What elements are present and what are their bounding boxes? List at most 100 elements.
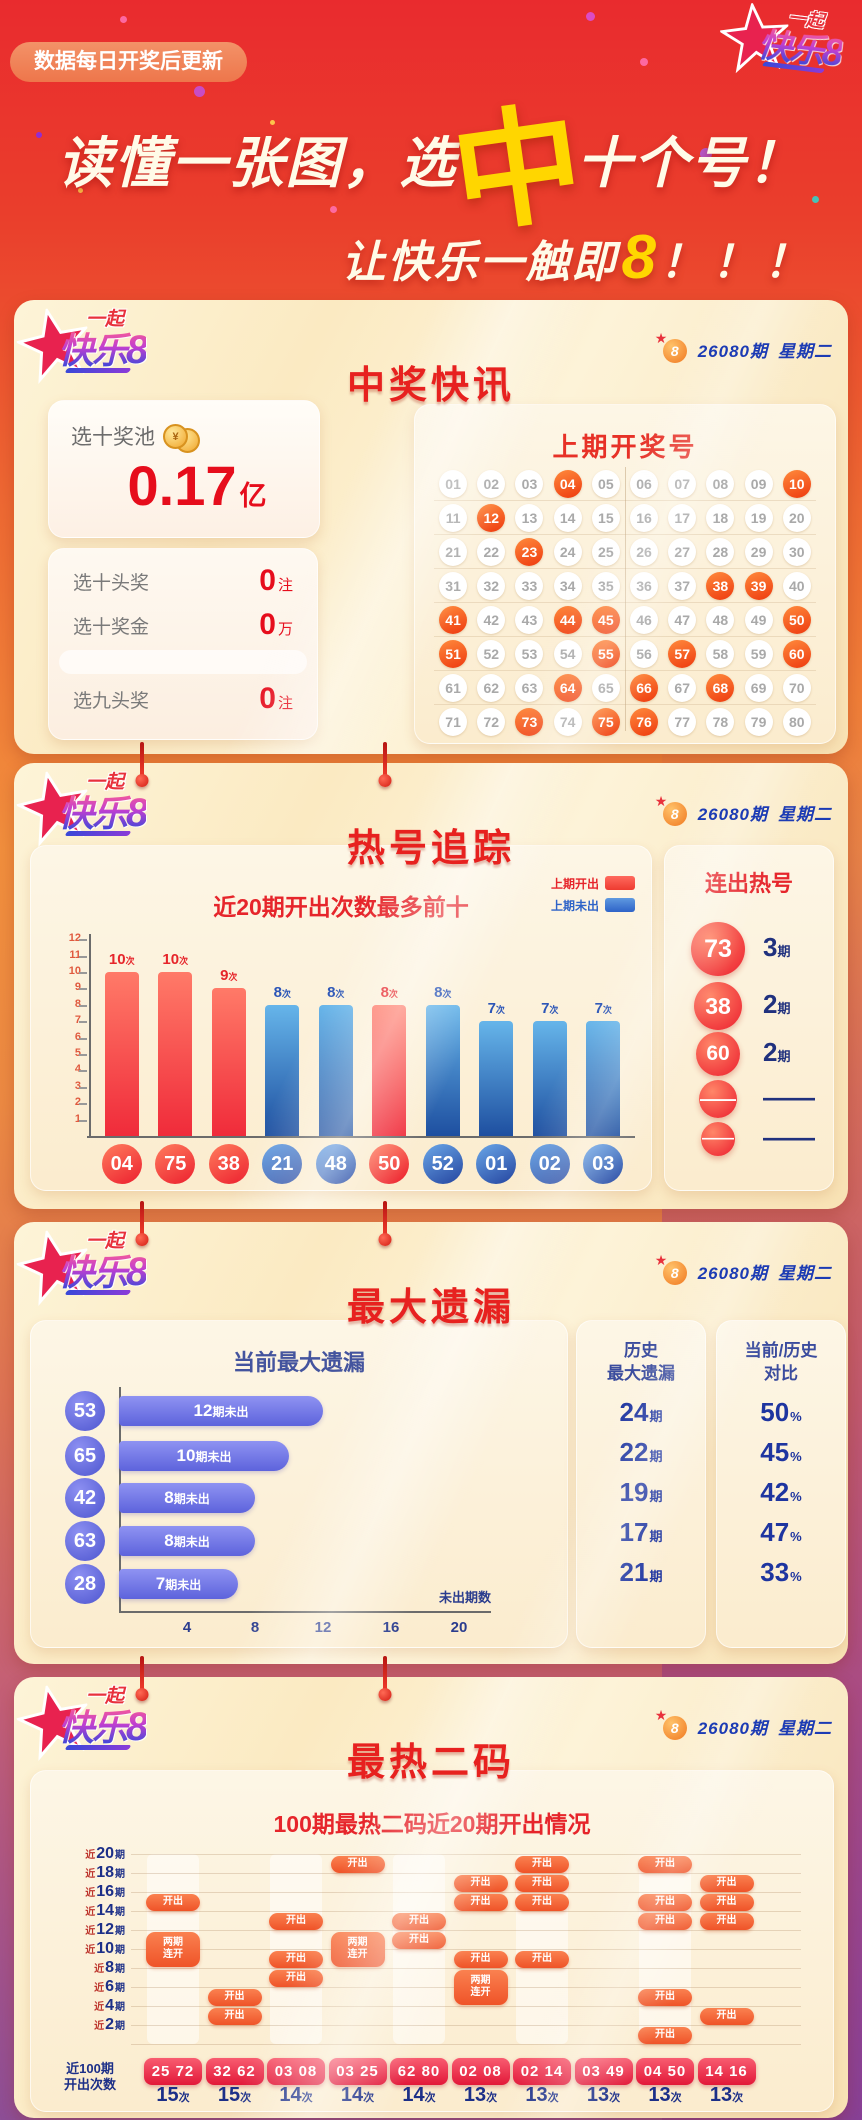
number-ball: 25 <box>591 537 620 566</box>
number-ball: 16 <box>630 503 659 532</box>
double-open-line2: 连开 <box>470 1987 491 1998</box>
number-ball: 40 <box>782 571 811 600</box>
row-label-suffix: 期 <box>115 2002 125 2013</box>
number-ball: 52 <box>477 639 506 668</box>
number-ball: 78 <box>706 707 735 736</box>
bar-value-number: 7 <box>541 1000 550 1018</box>
kuaile8-logo: 一起 快乐8 <box>14 304 172 394</box>
jackpot-panel: 选十奖池 ¥ 0.17 亿 <box>48 400 320 538</box>
ratio-value: 45% <box>717 1437 845 1477</box>
bar-value-label: 10次 <box>95 951 149 969</box>
row-label-prefix: 近 <box>85 1926 96 1937</box>
grid-row-label: 近4期 <box>55 1997 125 2015</box>
open-pill: 开出 <box>638 1988 692 2006</box>
stat-value-unit: 注 <box>277 577 293 594</box>
subline-text: 让快乐一触即 <box>341 237 618 287</box>
bar-value-label: 7次 <box>469 1000 523 1018</box>
drawn-number-ball: 12 <box>477 503 506 532</box>
streak-period-number: 2 <box>763 989 778 1019</box>
bar-value-label: 7次 <box>523 1000 577 1018</box>
section-max-omission: 一起 快乐8 最大遗漏 ★ 8 26080期 星期二 当前最大遗漏 未出期数 53 1… <box>14 1222 848 1664</box>
hot-pair-grid: 近20期 近18期 近16期 近14期 近12期 近10期 近8期 近6期 近4期 近2期 开出 两期… <box>31 1771 833 2111</box>
number-ball: 80 <box>782 707 811 736</box>
open-pill: 开出 <box>146 1893 200 1911</box>
number-ball: 65 <box>591 673 620 702</box>
star-icon <box>717 1 791 74</box>
y-axis-tick <box>79 988 87 991</box>
drawn-number-ball: 23 <box>515 537 544 566</box>
open-pill: 开出 <box>638 1912 692 1930</box>
legend-swatch-blue <box>605 898 635 912</box>
streak-period-unit: 期 <box>777 1049 791 1064</box>
period-text: 26080期 星期二 <box>697 1718 832 1738</box>
stat-value-number: 0 <box>259 564 276 597</box>
streak-period-label: —— <box>763 1122 815 1153</box>
stat-value-unit: 万 <box>277 621 293 638</box>
history-value-unit: 期 <box>649 1449 663 1464</box>
double-open-pill: 两期 连开 <box>146 1931 200 1967</box>
headline-text: 读懂一张图，选 <box>57 132 457 194</box>
draw-number-grid: 01 02 03 04 05 06 07 08 09 10 11 12 13 14 15 16 17 18 19 20… <box>434 467 816 738</box>
confetti-dot <box>812 196 819 203</box>
jackpot-value: 0.17 亿 <box>127 454 267 517</box>
row-label-suffix: 期 <box>115 1850 125 1861</box>
pair-count-unit: 次 <box>670 2092 682 2104</box>
gold-coins-icon: ¥ <box>163 424 200 453</box>
number-ball: 72 <box>477 707 506 736</box>
pair-count: 13次 <box>569 2084 639 2107</box>
bar-value-unit: 次 <box>602 1005 612 1016</box>
bar-value-unit: 次 <box>495 1005 505 1016</box>
number-ball: 11 <box>439 503 468 532</box>
number-ball: 59 <box>744 639 773 668</box>
y-axis-tick <box>79 1086 87 1089</box>
history-value-number: 22 <box>619 1437 649 1467</box>
grid-line <box>131 2044 801 2045</box>
bar-value-label: 9次 <box>202 967 256 985</box>
row-label-number: 10 <box>96 1940 114 1957</box>
row-label-number: 14 <box>96 1902 114 1919</box>
pair-count: 13次 <box>507 2084 577 2107</box>
row-label-prefix: 近 <box>85 1869 96 1880</box>
frequency-bar <box>104 972 139 1136</box>
grid-row-label: 近16期 <box>55 1883 125 1901</box>
number-ball: 36 <box>630 571 659 600</box>
pair-count-number: 15 <box>217 2084 241 2106</box>
number-ball: 06 <box>630 469 659 498</box>
y-axis-tick-label: 10 <box>68 965 81 977</box>
omission-bar-number: 10 <box>176 1446 196 1465</box>
bar-number-ball: 50 <box>369 1144 410 1184</box>
stat-value-number: 0 <box>259 608 276 641</box>
omission-bar-suffix: 期未出 <box>173 1534 210 1549</box>
row-label-suffix: 期 <box>115 1907 125 1918</box>
logo-yiqi-text: 一起 <box>86 309 125 330</box>
star-icon <box>14 1683 90 1761</box>
stat-spacer <box>59 650 307 674</box>
streak-number-ball: —— <box>701 1122 735 1156</box>
bar-value-label: 8次 <box>416 984 470 1002</box>
confetti-dot <box>120 16 127 23</box>
bar-number-ball: 48 <box>315 1144 356 1184</box>
bar-value-label: 8次 <box>362 984 416 1002</box>
draw-grid-row: 11 12 13 14 15 16 17 18 19 20 <box>434 501 816 535</box>
frequency-bar <box>532 1021 567 1136</box>
pair-count: 15次 <box>200 2084 270 2107</box>
frequency-bar <box>158 972 193 1136</box>
pair-count-number: 13 <box>709 2084 733 2106</box>
ratio-value-unit: % <box>790 1569 802 1584</box>
double-open-line2: 连开 <box>163 1949 183 1960</box>
kuaile8-logo-top-right: 一起 快乐8 <box>717 0 862 98</box>
kuaile8-logo: 一起 快乐8 <box>14 767 172 857</box>
draw-grid-row: 71 72 73 74 75 76 77 78 79 80 <box>434 705 816 738</box>
row-label-number: 20 <box>96 1845 114 1862</box>
pair-count: 14次 <box>261 2084 331 2107</box>
number-ball: 02 <box>477 469 506 498</box>
x-axis-tick-label: 16 <box>382 1619 400 1636</box>
drawn-number-ball: 39 <box>744 571 773 600</box>
drawn-number-ball: 60 <box>782 639 811 668</box>
open-pill: 开出 <box>515 1893 569 1911</box>
streak-number-ball: —— <box>699 1080 737 1118</box>
confetti-dot <box>586 12 595 21</box>
number-ball: 20 <box>782 503 811 532</box>
